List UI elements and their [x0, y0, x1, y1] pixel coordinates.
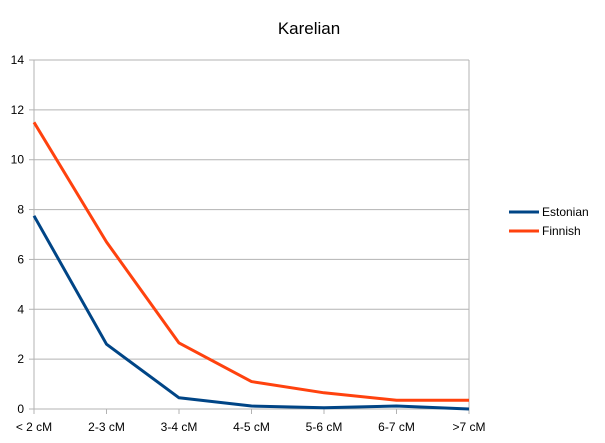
- x-tick-label: 2-3 cM: [88, 420, 125, 434]
- legend-label: Estonian: [542, 205, 589, 219]
- x-tick-label: 3-4 cM: [161, 420, 198, 434]
- y-tick-label: 4: [17, 302, 24, 316]
- grid-lines: [34, 59, 469, 410]
- y-tick-label: 2: [17, 352, 24, 366]
- x-axis-ticks: < 2 cM 2-3 cM 3-4 cM 4-5 cM 5-6 cM 6-7 cM >7 c…: [16, 409, 486, 434]
- y-tick-label: 0: [17, 402, 24, 416]
- x-tick-label: 5-6 cM: [306, 420, 343, 434]
- y-tick-label: 14: [11, 53, 25, 67]
- legend-label: Finnish: [542, 224, 581, 238]
- y-axis-ticks: 0 2 4 6 8 10 12 14: [11, 53, 34, 416]
- series-lines: [32, 121, 470, 411]
- y-tick-label: 12: [11, 103, 25, 117]
- series-line-estonian: [32, 215, 470, 411]
- chart-title: Karelian: [278, 19, 340, 38]
- x-tick-label: 4-5 cM: [233, 420, 270, 434]
- x-tick-label: 6-7 cM: [378, 420, 415, 434]
- y-tick-label: 10: [11, 153, 25, 167]
- y-tick-label: 8: [17, 203, 24, 217]
- legend: Estonian Finnish: [509, 205, 589, 238]
- x-tick-label: < 2 cM: [16, 420, 52, 434]
- y-tick-label: 6: [17, 252, 24, 266]
- x-tick-label: >7 cM: [452, 420, 485, 434]
- series-line-finnish: [32, 121, 469, 402]
- axes: [33, 60, 470, 409]
